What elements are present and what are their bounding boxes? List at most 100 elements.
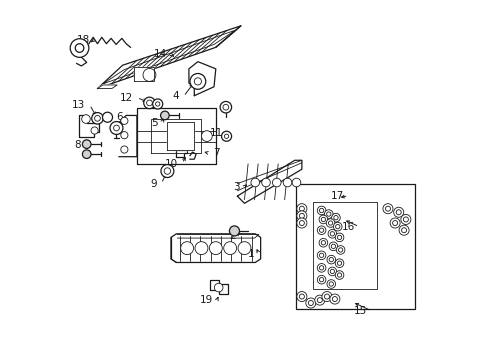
Circle shape <box>317 226 325 234</box>
Circle shape <box>110 122 122 134</box>
Circle shape <box>336 246 344 254</box>
Circle shape <box>403 217 407 222</box>
Circle shape <box>333 216 337 220</box>
Circle shape <box>317 275 325 284</box>
Circle shape <box>382 204 392 214</box>
Circle shape <box>94 116 100 121</box>
Circle shape <box>329 294 339 304</box>
Circle shape <box>327 267 336 276</box>
Circle shape <box>314 295 324 305</box>
Circle shape <box>82 150 91 158</box>
Text: 6: 6 <box>116 112 122 122</box>
Circle shape <box>92 113 103 124</box>
Text: 14: 14 <box>153 49 166 59</box>
Circle shape <box>160 111 169 120</box>
Circle shape <box>221 131 231 141</box>
Circle shape <box>335 225 339 229</box>
Circle shape <box>317 251 325 260</box>
Circle shape <box>296 218 306 228</box>
Circle shape <box>180 242 193 255</box>
Circle shape <box>319 215 327 224</box>
Circle shape <box>329 231 334 236</box>
Circle shape <box>400 215 410 225</box>
Circle shape <box>70 39 89 57</box>
Circle shape <box>328 257 333 262</box>
Circle shape <box>335 259 343 267</box>
Polygon shape <box>151 119 201 153</box>
Polygon shape <box>137 108 215 164</box>
Text: 19: 19 <box>199 295 212 305</box>
Circle shape <box>332 297 337 302</box>
Circle shape <box>195 242 207 255</box>
Text: 10: 10 <box>164 158 178 168</box>
Circle shape <box>152 99 163 109</box>
Circle shape <box>401 228 406 233</box>
Circle shape <box>296 211 306 221</box>
Circle shape <box>330 244 335 248</box>
Circle shape <box>325 219 334 227</box>
Text: 15: 15 <box>353 306 367 316</box>
Text: 8: 8 <box>75 140 81 150</box>
Circle shape <box>337 235 341 239</box>
Text: 7: 7 <box>212 148 219 158</box>
Circle shape <box>398 225 408 235</box>
Circle shape <box>113 125 119 131</box>
Circle shape <box>319 253 323 257</box>
Polygon shape <box>166 122 194 150</box>
Circle shape <box>392 221 397 226</box>
Circle shape <box>201 131 212 141</box>
Circle shape <box>326 280 335 288</box>
Circle shape <box>321 217 325 222</box>
Circle shape <box>223 104 228 110</box>
Polygon shape <box>134 67 154 81</box>
Circle shape <box>238 242 250 255</box>
Text: 17: 17 <box>330 191 344 201</box>
Circle shape <box>82 140 91 148</box>
Circle shape <box>335 233 343 242</box>
Circle shape <box>296 204 306 214</box>
Text: 18: 18 <box>76 35 89 45</box>
Circle shape <box>319 238 327 247</box>
Circle shape <box>335 271 343 279</box>
Circle shape <box>305 298 315 308</box>
Circle shape <box>299 221 304 226</box>
Circle shape <box>329 269 334 274</box>
Circle shape <box>319 266 323 270</box>
Circle shape <box>224 134 228 138</box>
Circle shape <box>393 207 403 217</box>
Text: 1: 1 <box>247 248 254 258</box>
Text: 4: 4 <box>172 91 179 102</box>
Circle shape <box>223 242 236 255</box>
Circle shape <box>333 222 341 231</box>
Circle shape <box>161 165 174 177</box>
Circle shape <box>299 294 304 299</box>
Circle shape <box>324 210 332 219</box>
Polygon shape <box>97 26 241 89</box>
Circle shape <box>308 301 313 306</box>
Circle shape <box>121 146 128 153</box>
Circle shape <box>319 278 323 282</box>
Circle shape <box>326 255 335 264</box>
Circle shape <box>91 127 98 134</box>
Text: 3: 3 <box>232 182 239 192</box>
Circle shape <box>317 298 322 303</box>
Text: 13: 13 <box>72 100 85 110</box>
Polygon shape <box>171 234 260 262</box>
Circle shape <box>75 44 83 52</box>
Polygon shape <box>188 62 215 96</box>
Text: 11: 11 <box>210 129 223 138</box>
Circle shape <box>209 242 222 255</box>
Circle shape <box>327 229 336 238</box>
Circle shape <box>395 210 400 215</box>
Circle shape <box>337 273 341 277</box>
Polygon shape <box>176 149 187 157</box>
Polygon shape <box>210 280 228 294</box>
Circle shape <box>385 206 389 211</box>
Circle shape <box>317 206 325 215</box>
Circle shape <box>121 132 128 139</box>
Circle shape <box>81 115 90 123</box>
Circle shape <box>283 178 291 187</box>
Polygon shape <box>237 160 301 203</box>
Circle shape <box>142 68 156 81</box>
Circle shape <box>319 208 323 213</box>
